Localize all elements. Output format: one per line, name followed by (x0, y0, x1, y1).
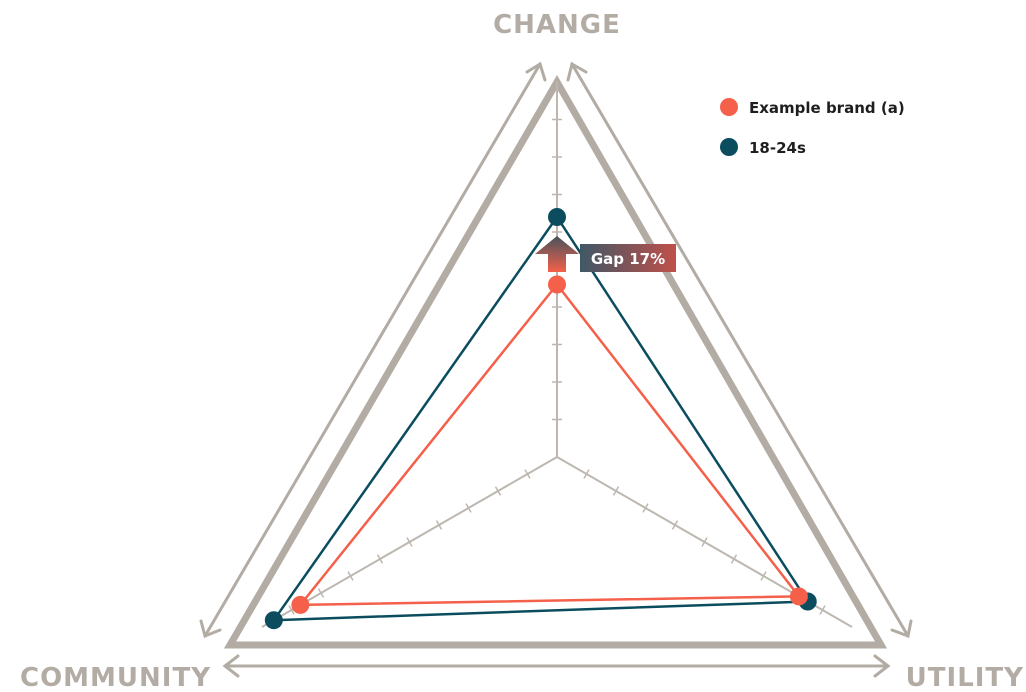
gap-label-box (580, 244, 676, 272)
series-line-18-24s (272, 215, 810, 622)
axis-label-community: COMMUNITY (20, 663, 211, 692)
gap-label: Gap 17% (591, 250, 665, 268)
axis-tick-utility (730, 554, 738, 564)
data-point-example-brand-a-change (548, 275, 566, 294)
axis-tick-community (494, 486, 502, 496)
data-point-example-brand-a-community (291, 595, 310, 614)
data-point-18-24s-change (548, 208, 566, 226)
axis-tick-community (376, 554, 384, 564)
legend-marker-example-brand (720, 98, 738, 116)
radar-axes (261, 82, 853, 628)
axis-tick-community (288, 605, 295, 615)
axis-label-utility: UTILITY (906, 663, 1024, 692)
axis-tick-community (317, 588, 325, 598)
axis-tick-community (347, 571, 354, 581)
axis-tick-utility (671, 520, 679, 530)
axis-label-change: CHANGE (493, 10, 621, 40)
data-point-example-brand-a-utility (789, 587, 808, 606)
right-edge-arrow (570, 62, 910, 638)
legend: Example brand (a) 18-24s (720, 98, 905, 157)
bottom-edge-arrowhead-left (222, 654, 240, 678)
axis-tick-utility (819, 605, 826, 615)
gap-annotation: Gap 17% (535, 236, 676, 272)
left-edge-arrowhead-top (525, 61, 547, 82)
data-point-18-24s-community (264, 611, 283, 630)
legend-label-example-brand: Example brand (a) (749, 99, 905, 117)
left-edge-arrowhead-bottom (199, 619, 222, 639)
axis-tick-community (406, 537, 413, 547)
axis-tick-community (465, 503, 472, 513)
radar-series (264, 208, 817, 630)
gap-arrow-icon (535, 236, 579, 272)
bottom-edge-arrowhead-right (873, 654, 891, 678)
right-edge-arrowhead-bottom (890, 619, 913, 639)
axis-tick-utility (583, 469, 590, 479)
right-edge-arrowhead-top (566, 61, 588, 82)
outer-triangle (223, 75, 888, 649)
axis-tick-utility (612, 486, 620, 496)
axis-tick-utility (642, 503, 649, 513)
legend-marker-18-24s (720, 138, 738, 156)
axis-arrows-frame (199, 61, 913, 678)
left-edge-arrow (203, 62, 542, 638)
series-line-example-brand-a (299, 283, 801, 607)
axis-tick-community (435, 520, 443, 530)
legend-label-18-24s: 18-24s (749, 139, 806, 157)
axis-tick-community (524, 469, 531, 479)
axis-tick-utility (760, 571, 767, 581)
axis-tick-utility (701, 537, 708, 547)
